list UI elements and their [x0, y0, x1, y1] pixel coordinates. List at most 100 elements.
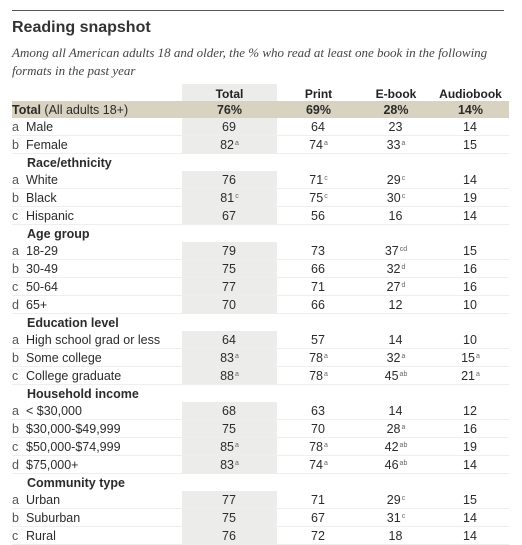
- cell-value: 88: [220, 368, 234, 383]
- row-letter: b: [12, 421, 19, 436]
- cell-value: 76: [222, 172, 236, 187]
- column-header-total: Total: [182, 84, 277, 101]
- table-row: a High school grad or less 64 57 14 10: [12, 331, 509, 349]
- significance-marker: a: [401, 352, 406, 360]
- cell-total: 77: [182, 277, 277, 296]
- cell-value: 15: [463, 137, 477, 152]
- row-label: $30,000-$49,999: [26, 421, 121, 436]
- cell-print: 74a: [277, 135, 360, 154]
- significance-marker: a: [235, 352, 239, 360]
- cell-value: 33: [386, 137, 401, 152]
- table-row: a Male 69 64 23 14: [12, 118, 509, 136]
- row-letter: c: [12, 368, 19, 383]
- cell-value: 75: [222, 261, 236, 276]
- cell-print: 67: [277, 508, 360, 527]
- cell-value: 71: [309, 172, 324, 187]
- cell-total: 70: [182, 295, 277, 314]
- table-row: b Female 82a 74a 33a 15: [12, 135, 509, 154]
- cell-print: 71: [277, 277, 360, 296]
- significance-marker: a: [476, 370, 480, 378]
- cell-ebook: 37cd: [360, 242, 432, 260]
- cell-value: 56: [311, 208, 325, 223]
- cell-value: 32: [386, 350, 401, 365]
- cell-ebook: 27d: [360, 277, 432, 296]
- cell-value: 16: [463, 421, 477, 436]
- table-row: b Black 81c 75c 30c 19: [12, 188, 509, 207]
- cell-value: 71: [311, 492, 325, 507]
- cell-print: 70: [277, 419, 360, 438]
- total-row-audiobook-cell: 14%: [432, 101, 509, 118]
- row-letter: a: [12, 403, 19, 418]
- cell-total: 75: [182, 508, 277, 527]
- row-label-cell: a < $30,000: [12, 402, 182, 420]
- cell-value: 70: [222, 297, 236, 312]
- significance-marker: c: [401, 494, 406, 502]
- cell-audiobook: 16: [432, 277, 509, 296]
- significance-marker: a: [235, 441, 239, 449]
- section-header-row: Education level: [12, 314, 509, 332]
- cell-total: 76: [182, 526, 277, 545]
- cell-total: 88a: [182, 366, 277, 385]
- cell-value: 45: [384, 368, 399, 383]
- cell-value: 77: [222, 492, 236, 507]
- cell-value: 21: [461, 368, 475, 383]
- row-label-cell: a Urban: [12, 491, 182, 509]
- cell-value: 19: [463, 190, 477, 205]
- cell-ebook: 32a: [360, 348, 432, 367]
- cell-total: 82a: [182, 135, 277, 154]
- cell-total: 76: [182, 171, 277, 189]
- row-label-cell: b 30-49: [12, 259, 182, 278]
- table-row: b $30,000-$49,999 75 70 28a 16: [12, 419, 509, 438]
- table-row: d 65+ 70 66 12 10: [12, 295, 509, 314]
- cell-value: 16: [463, 261, 477, 276]
- cell-total: 68: [182, 402, 277, 420]
- cell-value: 78: [309, 368, 323, 383]
- section-header-row: Household income: [12, 385, 509, 403]
- cell-value: 14: [463, 510, 477, 525]
- cell-print: 71c: [277, 171, 360, 189]
- cell-total: 64: [182, 331, 277, 349]
- cell-value: 46: [384, 457, 399, 472]
- table-row: c College graduate 88a 78a 45ab 21a: [12, 366, 509, 385]
- cell-audiobook: 16: [432, 259, 509, 278]
- cell-value: 71: [311, 279, 325, 294]
- cell-value: 12: [463, 403, 477, 418]
- cell-value: 75: [222, 510, 236, 525]
- cell-value: 14: [463, 172, 477, 187]
- cell-ebook: 29c: [360, 171, 432, 189]
- row-letter: b: [12, 510, 19, 525]
- significance-marker: ab: [399, 370, 408, 378]
- cell-value: 14: [388, 403, 403, 418]
- cell-ebook: 42ab: [360, 437, 432, 456]
- cell-ebook: 29c: [360, 491, 432, 509]
- cell-print: 56: [277, 206, 360, 225]
- table-row: c $50,000-$74,999 85a 78a 42ab 19: [12, 437, 509, 456]
- cell-value: 68: [222, 403, 236, 418]
- cell-audiobook: 14: [432, 118, 509, 136]
- cell-ebook: 46ab: [360, 455, 432, 474]
- table-body: Total (All adults 18+) 76% 69% 28% 14% a…: [12, 101, 509, 545]
- cell-value: 14: [463, 528, 477, 543]
- significance-marker: c: [235, 192, 239, 200]
- row-label: College graduate: [26, 368, 122, 383]
- row-letter: a: [12, 119, 19, 134]
- row-label: Urban: [26, 492, 61, 507]
- total-row-label-note: (All adults 18+): [44, 102, 129, 117]
- row-label: White: [26, 172, 58, 187]
- cell-value: 15: [463, 492, 477, 507]
- table-row: b 30-49 75 66 32d 16: [12, 259, 509, 278]
- cell-value: 72: [311, 528, 325, 543]
- cell-value: 77: [222, 279, 236, 294]
- significance-marker: cd: [399, 245, 408, 253]
- cell-value: 16: [388, 208, 403, 223]
- row-letter: b: [12, 261, 19, 276]
- figure-subtitle: Among all American adults 18 and older, …: [12, 45, 488, 78]
- cell-ebook: 32d: [360, 259, 432, 278]
- cell-audiobook: 14: [432, 526, 509, 545]
- snapshot-table: Total Print E-book Audiobook Total (All …: [12, 84, 509, 545]
- row-label-cell: a 18-29: [12, 242, 182, 260]
- row-label-cell: c Hispanic: [12, 206, 182, 225]
- cell-value: 15: [463, 243, 477, 258]
- cell-value: 64: [311, 119, 325, 134]
